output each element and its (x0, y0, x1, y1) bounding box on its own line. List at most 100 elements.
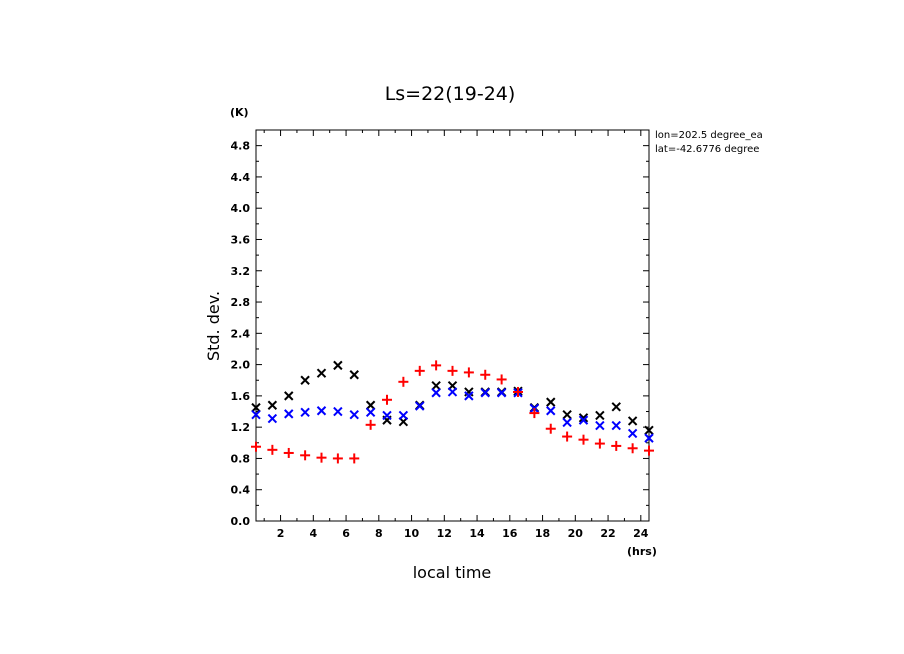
data-point (627, 443, 638, 454)
data-point (365, 400, 376, 410)
data-point (382, 410, 392, 421)
data-point (333, 360, 343, 371)
data-point (546, 397, 556, 407)
y-tick-label: 3.6 (231, 233, 251, 246)
data-point (349, 370, 359, 380)
data-point (496, 374, 507, 385)
y-tick-label: 0.4 (231, 484, 251, 497)
data-point (644, 433, 654, 443)
data-point (611, 440, 622, 451)
data-point (644, 445, 654, 456)
data-point (447, 365, 458, 376)
data-point (349, 453, 360, 464)
y-tick-label: 0.8 (231, 452, 251, 465)
annotation-longitude: lon=202.5 degree_ea (655, 130, 763, 141)
data-point (431, 388, 441, 398)
data-point (496, 388, 507, 398)
y-tick-label: 4.8 (231, 140, 251, 153)
data-point (300, 375, 310, 385)
data-point (251, 441, 261, 452)
data-point (611, 420, 621, 431)
x-axis-label: local time (413, 563, 492, 582)
data-point (267, 400, 278, 410)
x-tick-label: 6 (342, 527, 350, 540)
data-point (644, 425, 654, 435)
data-point (398, 376, 409, 387)
x-tick-label: 14 (469, 527, 485, 540)
data-point (578, 413, 589, 423)
plot-frame (255, 129, 650, 522)
x-tick-label: 18 (535, 527, 550, 540)
data-point (431, 360, 442, 371)
y-tick-label: 3.2 (231, 265, 251, 278)
y-tick-label: 2.4 (231, 327, 251, 340)
x-tick-label: 4 (309, 527, 317, 540)
data-point (562, 431, 573, 442)
y-tick-label: 1.2 (231, 421, 251, 434)
data-point (529, 408, 540, 419)
data-point (300, 450, 311, 461)
data-point (316, 406, 327, 416)
data-point (594, 438, 605, 449)
data-point (562, 417, 572, 428)
y-tick-label: 4.4 (231, 171, 251, 184)
data-point (365, 407, 376, 418)
data-point (300, 407, 310, 418)
data-point (464, 391, 474, 401)
data-point (595, 410, 605, 421)
x-tick-label: 24 (633, 527, 649, 540)
data-point (546, 406, 556, 416)
data-point (316, 452, 327, 463)
data-point (595, 420, 605, 431)
data-point (611, 402, 621, 412)
data-points (251, 360, 654, 464)
data-point (365, 419, 376, 430)
data-point (251, 402, 261, 413)
data-point (627, 416, 638, 426)
data-point (562, 409, 572, 420)
data-point (578, 434, 589, 445)
data-point (627, 428, 638, 439)
chart-title: Ls=22(19-24) (385, 83, 516, 105)
data-point (463, 367, 474, 378)
data-point (284, 391, 294, 401)
x-tick-label: 16 (502, 527, 518, 540)
data-point (480, 369, 491, 380)
y-tick-label: 2.0 (231, 359, 251, 372)
data-point (464, 387, 474, 397)
y-tick-label: 0.0 (231, 515, 251, 528)
annotation-latitude: lat=-42.6776 degree (655, 144, 759, 155)
y-axis-label: Std. dev. (204, 291, 223, 361)
data-point (284, 409, 294, 419)
x-tick-label: 8 (375, 527, 383, 540)
y-tick-label: 1.6 (231, 390, 251, 403)
data-point (283, 447, 294, 458)
x-tick-label: 22 (600, 527, 615, 540)
data-point (349, 409, 359, 420)
data-point (316, 368, 327, 378)
x-tick-label: 2 (277, 527, 285, 540)
data-point (513, 386, 523, 397)
y-tick-label: 4.0 (231, 202, 251, 215)
data-point (447, 387, 458, 397)
data-point (414, 365, 425, 376)
data-point (545, 423, 556, 434)
axis-ticks: 2 4 6 8 10 12 14 16 18 20 22 240.00.40.81.21.62.02.… (231, 129, 649, 540)
data-point (333, 406, 343, 417)
x-tick-label: 12 (437, 527, 452, 540)
y-unit-label: (K) (230, 106, 249, 119)
y-tick-label: 2.8 (231, 296, 251, 309)
data-point (332, 453, 343, 464)
data-point (480, 388, 490, 398)
data-point (251, 409, 261, 420)
data-point (578, 415, 589, 425)
data-point (267, 444, 278, 455)
data-point (415, 401, 425, 411)
data-point (431, 381, 441, 391)
data-point (398, 410, 409, 421)
x-unit-label: (hrs) (627, 545, 657, 558)
x-tick-label: 10 (404, 527, 420, 540)
data-point (267, 413, 278, 424)
x-tick-label: 20 (568, 527, 584, 540)
